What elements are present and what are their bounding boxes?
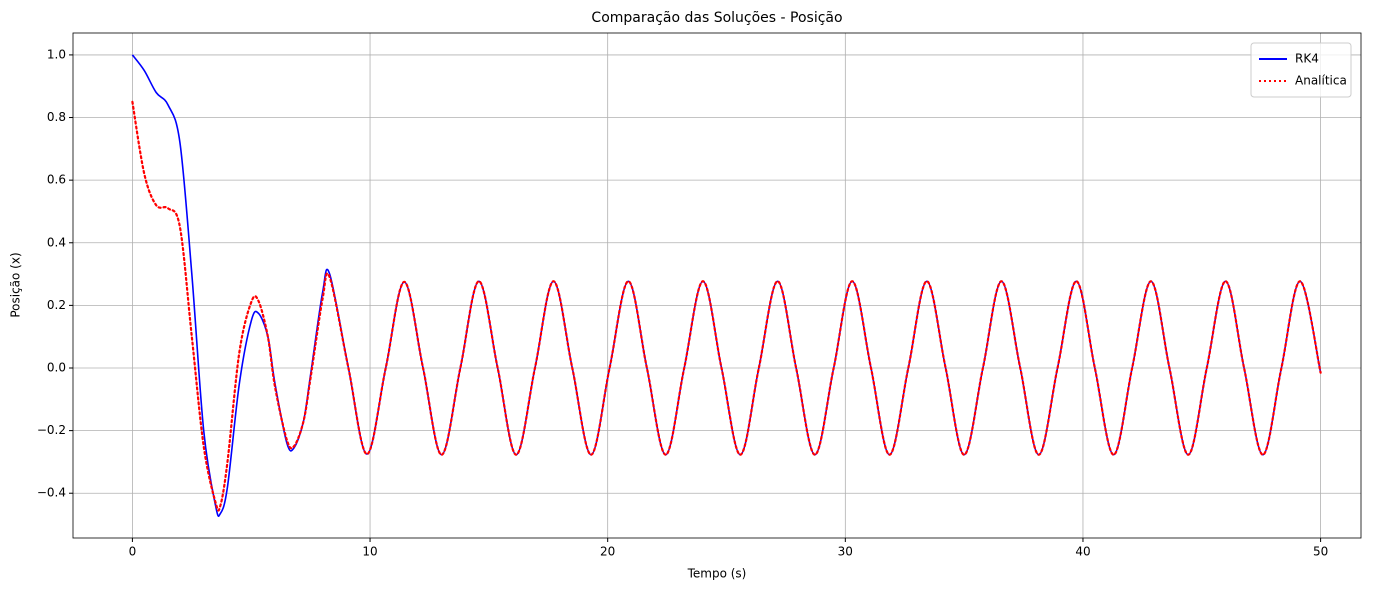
y-tick-label: 0.8	[47, 110, 66, 124]
x-tick-label: 40	[1075, 545, 1090, 559]
x-tick-label: 20	[600, 545, 615, 559]
y-tick-label: 0.6	[47, 173, 66, 187]
x-tick-label: 0	[129, 545, 137, 559]
legend-label: Analítica	[1295, 74, 1347, 88]
legend-box	[1250, 42, 1352, 98]
y-tick-label: 0.2	[47, 298, 66, 312]
y-tick-label: 0.4	[47, 235, 66, 249]
chart-title: Comparação das Soluções - Posição	[591, 10, 842, 26]
x-tick-label: 30	[838, 545, 853, 559]
series-line	[131, 100, 1322, 512]
y-tick-label: −0.2	[37, 423, 66, 437]
plot-frame	[72, 32, 1362, 539]
y-tick-label: 1.0	[47, 47, 66, 61]
x-axis-label: Tempo (s)	[687, 567, 747, 581]
x-tick-label: 10	[362, 545, 377, 559]
legend: RK4 Analítica	[1250, 42, 1352, 98]
y-tick-label: −0.4	[37, 486, 66, 500]
legend-label: RK4	[1295, 52, 1319, 66]
series-line	[131, 54, 1322, 517]
x-tick-label: 50	[1313, 545, 1328, 559]
y-axis-label: Posição (x)	[9, 252, 23, 317]
y-tick-label: 0.0	[47, 360, 66, 374]
